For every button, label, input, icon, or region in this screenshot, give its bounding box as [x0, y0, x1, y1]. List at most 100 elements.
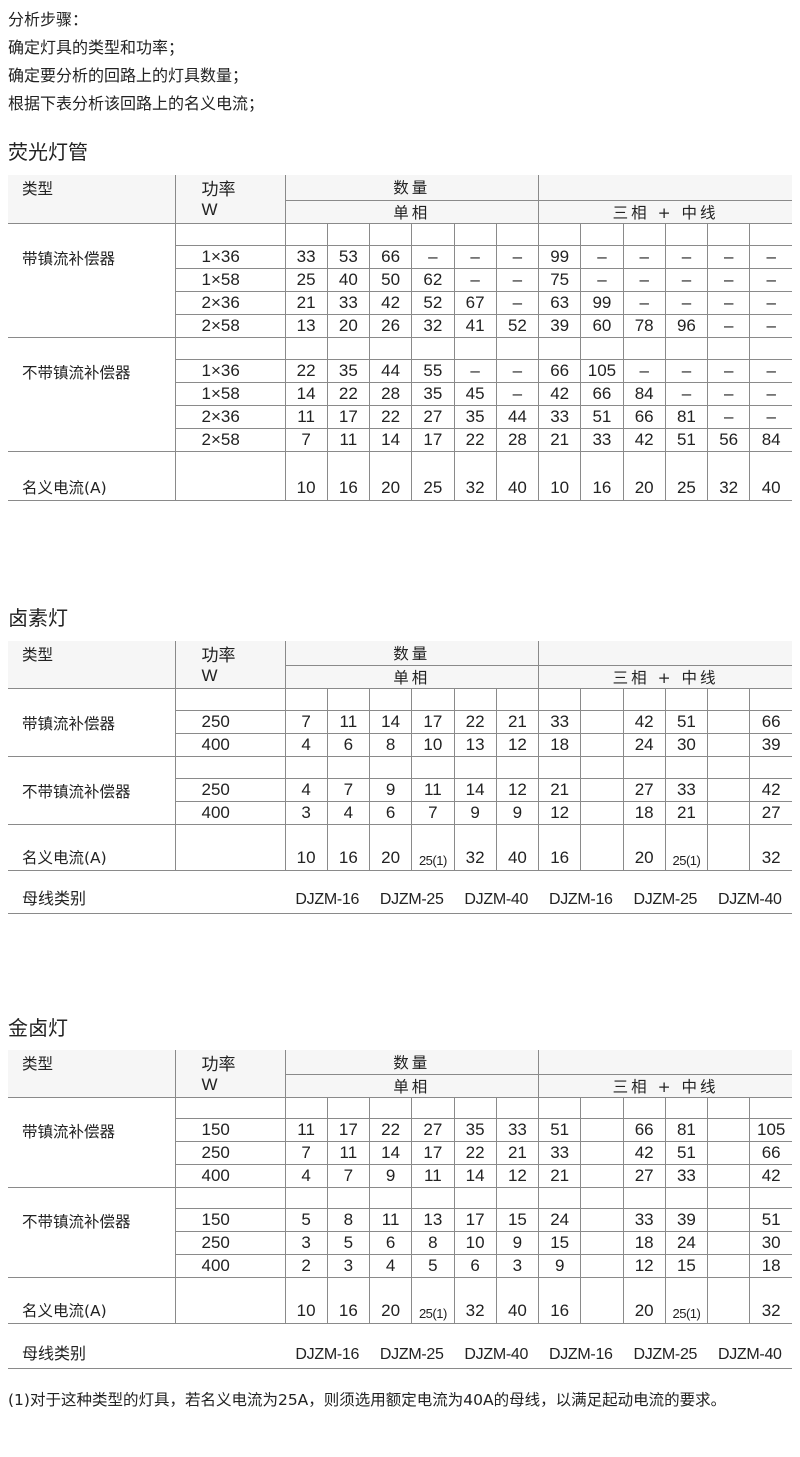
value-cell [454, 688, 497, 711]
value-cell [665, 337, 709, 360]
blank-row: 带镇流补偿器 [8, 1097, 793, 1188]
value-cell: 56 [707, 428, 751, 452]
value-cell: 22 [285, 359, 328, 383]
power-cell: 2×58 [175, 428, 286, 452]
value-cell [580, 1164, 624, 1188]
value-cell [285, 688, 328, 711]
value-cell: 39 [665, 1208, 709, 1232]
value-cell [707, 1254, 751, 1278]
value-cell [454, 337, 497, 360]
power-cell [175, 824, 286, 871]
value-cell: 28 [369, 382, 413, 406]
value-cell: 50 [369, 268, 413, 292]
value-cell: 4 [285, 1164, 328, 1188]
value-cell [580, 733, 624, 757]
value-cell: – [749, 291, 793, 315]
value-cell: 32 [411, 314, 455, 338]
value-cell: 18 [623, 801, 666, 825]
value-cell: 52 [411, 291, 455, 315]
header-blank [538, 1050, 793, 1075]
value-cell: 53 [327, 245, 371, 269]
value-cell: – [454, 359, 497, 383]
value-cell [496, 688, 540, 711]
value-cell: 6 [369, 801, 413, 825]
table-row: 400 4 6 8 10 13 12 18 24 30 39 [8, 733, 793, 757]
value-cell: – [496, 268, 540, 292]
value-cell: 66 [749, 1141, 793, 1165]
value-cell [454, 1187, 497, 1209]
value-cell: 39 [538, 314, 582, 338]
value-cell: 55 [411, 359, 455, 383]
nominal-current-value [580, 1277, 624, 1324]
value-cell: 12 [496, 1164, 540, 1188]
value-cell: – [707, 359, 751, 383]
table-row: 400 3 4 6 7 9 9 12 18 21 27 [8, 801, 793, 825]
value-cell: 11 [369, 1208, 413, 1232]
value-cell: 33 [623, 1208, 666, 1232]
value-cell: 33 [538, 710, 582, 734]
value-cell [580, 1231, 624, 1255]
value-cell: 22 [454, 428, 497, 452]
value-cell: 66 [580, 382, 624, 406]
value-cell: – [707, 314, 751, 338]
value-cell: 20 [327, 314, 371, 338]
value-cell [496, 337, 540, 360]
value-cell [707, 1141, 751, 1165]
value-cell [749, 1187, 793, 1209]
current-table: 类型 功率 W 数量 单相 三相 + 中线 带镇流补偿器 1×36 33 53 66– – –99– – –… [8, 175, 793, 501]
value-cell [538, 1097, 582, 1119]
header-blank [538, 641, 793, 666]
value-cell [707, 756, 751, 779]
value-cell [285, 337, 328, 360]
value-cell [707, 1164, 751, 1188]
value-cell: 9 [538, 1254, 582, 1278]
value-cell: 11 [327, 428, 371, 452]
power-unit: W [201, 1075, 218, 1094]
table-row: 250 4 7 9 11 14 12 21 27 33 42 [8, 778, 793, 802]
table-row: 2×58 7 11 14 17 22 28 21 33 42 51 56 84 [8, 428, 793, 452]
blank-row: 带镇流补偿器 [8, 223, 793, 338]
value-cell: 105 [580, 359, 624, 383]
value-cell: 17 [411, 1141, 455, 1165]
current-table: 类型 功率 W 数量 单相 三相 + 中线 带镇流补偿器 250 7 11 14 17 22 21 33 42… [8, 641, 793, 914]
value-cell: 9 [496, 1231, 540, 1255]
value-cell: 66 [538, 359, 582, 383]
value-cell [538, 688, 582, 711]
value-cell: 60 [580, 314, 624, 338]
value-cell: 99 [580, 291, 624, 315]
value-cell: – [749, 245, 793, 269]
value-cell: 81 [665, 1118, 709, 1142]
busbar-type: DJZM-16 [538, 1323, 624, 1369]
blank-row: 不带镇流补偿器 [8, 1187, 793, 1278]
header-quantity: 数量 [285, 1050, 540, 1075]
value-cell [623, 756, 666, 779]
value-cell: 41 [454, 314, 497, 338]
value-cell [369, 688, 413, 711]
value-cell: 62 [411, 268, 455, 292]
header-row: 类型 功率 W 数量 [8, 1050, 793, 1098]
table-row: 1×36 33 53 66– – –99– – – – – [8, 245, 793, 269]
header-single-phase: 单相 [285, 1074, 540, 1098]
value-cell [285, 756, 328, 779]
value-cell: 3 [327, 1254, 371, 1278]
value-cell: 18 [623, 1231, 666, 1255]
value-cell: 4 [369, 1254, 413, 1278]
section-title: 金卤灯 [8, 1016, 68, 1040]
value-cell: 11 [327, 710, 371, 734]
value-cell: 27 [749, 801, 793, 825]
header-type: 类型 [8, 1050, 176, 1098]
value-cell [707, 1208, 751, 1232]
value-cell: – [665, 291, 709, 315]
value-cell: 10 [454, 1231, 497, 1255]
footnote: (1)对于这种类型的灯具，若名义电流为25A，则须选用额定电流为40A的母线，以… [8, 1391, 727, 1409]
value-cell: – [665, 359, 709, 383]
value-cell: 35 [454, 405, 497, 429]
value-cell: – [707, 291, 751, 315]
busbar-type: DJZM-25 [369, 870, 454, 914]
value-cell: 4 [285, 778, 328, 802]
power-cell [175, 451, 286, 501]
value-cell [285, 1097, 328, 1119]
nominal-current-value [707, 1277, 751, 1324]
header-power: 功率 W [175, 1050, 286, 1098]
value-cell [538, 1187, 582, 1209]
